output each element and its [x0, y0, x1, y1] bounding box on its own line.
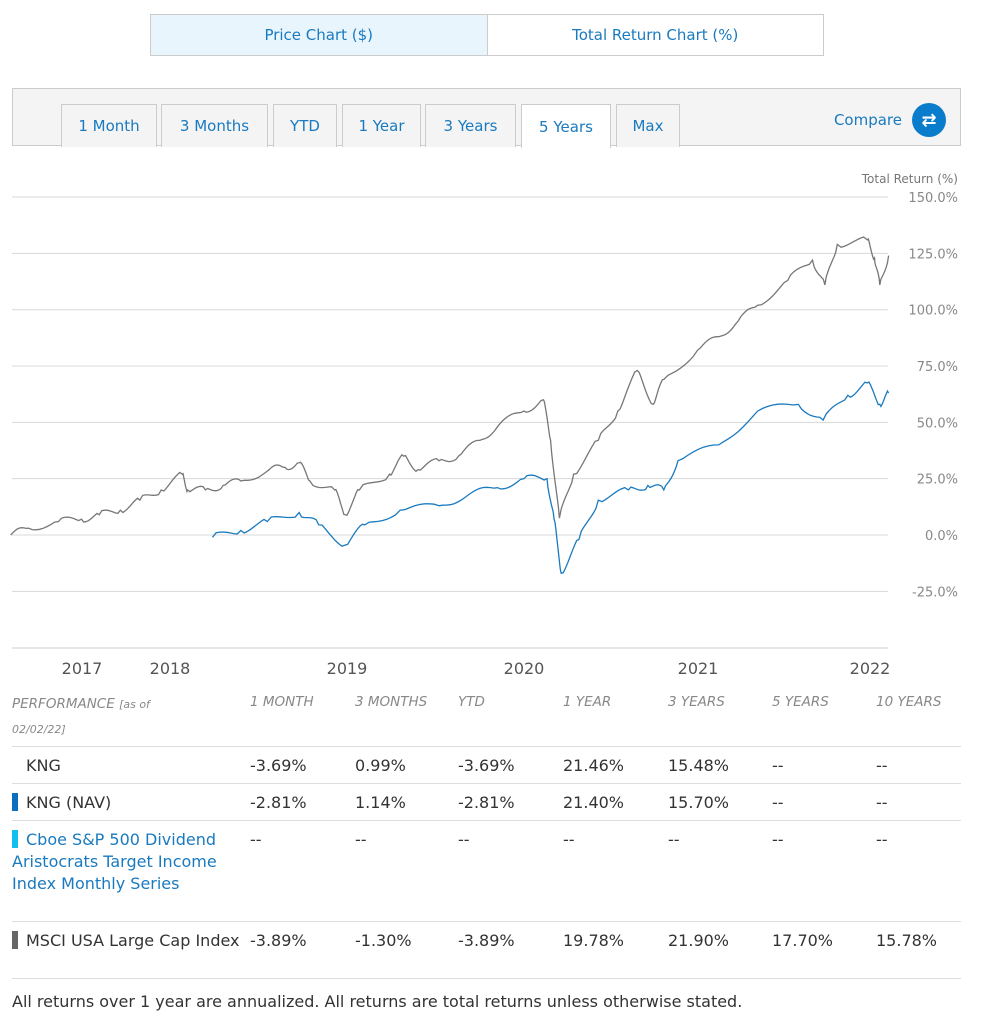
series-color-marker: [12, 830, 18, 848]
row-value: -2.81%: [250, 793, 307, 812]
performance-title: PERFORMANCE: [12, 696, 115, 712]
column-header: 10 YEARS: [876, 694, 942, 710]
row-value: 1.14%: [355, 793, 406, 812]
row-value: --: [458, 830, 470, 849]
row-value: -3.69%: [250, 756, 307, 775]
x-tick-label: 2022: [850, 659, 891, 678]
row-label: KNG (NAV): [26, 793, 112, 812]
row-value: 17.70%: [772, 931, 834, 950]
table-bottom-border: [12, 978, 961, 979]
y-tick-label: 50.0%: [917, 416, 958, 431]
series-color-marker: [12, 793, 18, 811]
tab-max[interactable]: Max: [616, 104, 680, 147]
row-name[interactable]: Cboe S&P 500 Dividend Aristocrats Target…: [12, 829, 262, 895]
row-value: -1.30%: [355, 931, 412, 950]
performance-header: PERFORMANCE [as of 02/02/22]: [12, 692, 150, 742]
column-header: 5 YEARS: [772, 694, 829, 710]
row-value: 15.48%: [668, 756, 730, 775]
series-color-marker: [12, 931, 18, 949]
table-row: Cboe S&P 500 Dividend Aristocrats Target…: [12, 820, 961, 921]
y-axis-title: Total Return (%): [861, 172, 958, 186]
row-label: MSCI USA Large Cap Index: [26, 931, 240, 950]
row-value: --: [772, 756, 784, 775]
row-value: -2.81%: [458, 793, 515, 812]
row-value: --: [355, 830, 367, 849]
chart-type-toggle: Price Chart ($) Total Return Chart (%): [150, 14, 824, 56]
row-value: --: [563, 830, 575, 849]
row-value: 0.99%: [355, 756, 406, 775]
y-tick-label: 125.0%: [908, 247, 958, 262]
column-header: 3 MONTHS: [355, 694, 428, 710]
x-tick-label: 2018: [150, 659, 191, 678]
tab-ytd[interactable]: YTD: [273, 104, 337, 147]
row-name: KNG (NAV): [12, 792, 242, 814]
row-value: -3.89%: [250, 931, 307, 950]
compare-button[interactable]: Compare ⇄: [834, 103, 946, 137]
column-header: 1 YEAR: [563, 694, 612, 710]
row-value: 15.70%: [668, 793, 730, 812]
row-name: MSCI USA Large Cap Index: [12, 930, 242, 952]
total-return-chart: Total Return (%) 150.0% 125.0% 100.0% 75.0%…: [10, 172, 958, 678]
x-tick-label: 2021: [678, 659, 719, 678]
y-tick-label: 0.0%: [925, 529, 958, 544]
tab-3-years[interactable]: 3 Years: [425, 104, 516, 147]
y-tick-label: 150.0%: [908, 191, 958, 206]
row-value: --: [250, 830, 262, 849]
table-row: KNG (NAV) -2.81% 1.14% -2.81% 21.40% 15.70% --…: [12, 783, 961, 820]
table-row: MSCI USA Large Cap Index -3.89% -1.30% -3.8…: [12, 921, 961, 978]
compare-label: Compare: [833, 111, 902, 129]
y-tick-label: -25.0%: [912, 585, 958, 600]
row-label: KNG: [26, 756, 61, 775]
column-header: YTD: [458, 694, 485, 710]
row-value: --: [876, 830, 888, 849]
footnote: All returns over 1 year are annualized. …: [12, 992, 743, 1011]
row-label: Cboe S&P 500 Dividend Aristocrats Target…: [12, 830, 217, 893]
row-value: 21.90%: [668, 931, 730, 950]
row-value: 21.40%: [563, 793, 625, 812]
row-value: --: [668, 830, 680, 849]
row-value: --: [876, 793, 888, 812]
series-color-marker: [12, 756, 18, 774]
row-value: 15.78%: [876, 931, 938, 950]
tab-5-years[interactable]: 5 Years: [521, 104, 611, 148]
row-name: KNG: [12, 755, 242, 777]
column-header: 3 YEARS: [668, 694, 725, 710]
tab-1-month[interactable]: 1 Month: [61, 104, 157, 147]
series-line-kng-nav: [211, 381, 890, 575]
x-tick-label: 2020: [504, 659, 545, 678]
series-line-msci: [10, 236, 890, 536]
table-row: KNG -3.69% 0.99% -3.69% 21.46% 15.48% -- --: [12, 746, 961, 783]
y-tick-label: 25.0%: [917, 473, 958, 488]
price-chart-button[interactable]: Price Chart ($): [151, 15, 488, 55]
row-value: 21.46%: [563, 756, 625, 775]
y-tick-label: 100.0%: [908, 304, 958, 319]
row-value: --: [876, 756, 888, 775]
x-tick-label: 2017: [62, 659, 103, 678]
row-value: -3.89%: [458, 931, 515, 950]
row-value: --: [772, 830, 784, 849]
tab-3-months[interactable]: 3 Months: [161, 104, 268, 147]
tab-1-year[interactable]: 1 Year: [342, 104, 421, 147]
x-tick-label: 2019: [327, 659, 368, 678]
row-value: --: [772, 793, 784, 812]
as-of-date: 02/02/22]: [12, 723, 66, 736]
range-tabbar: 1 Month 3 Months YTD 1 Year 3 Years 5 Ye…: [12, 88, 961, 148]
total-return-chart-button[interactable]: Total Return Chart (%): [572, 26, 739, 44]
row-value: -3.69%: [458, 756, 515, 775]
y-tick-label: 75.0%: [917, 360, 958, 375]
row-value: 19.78%: [563, 931, 625, 950]
as-of-label: [as of: [119, 698, 150, 711]
column-header: 1 MONTH: [250, 694, 314, 710]
swap-arrows-icon: ⇄: [912, 103, 946, 137]
